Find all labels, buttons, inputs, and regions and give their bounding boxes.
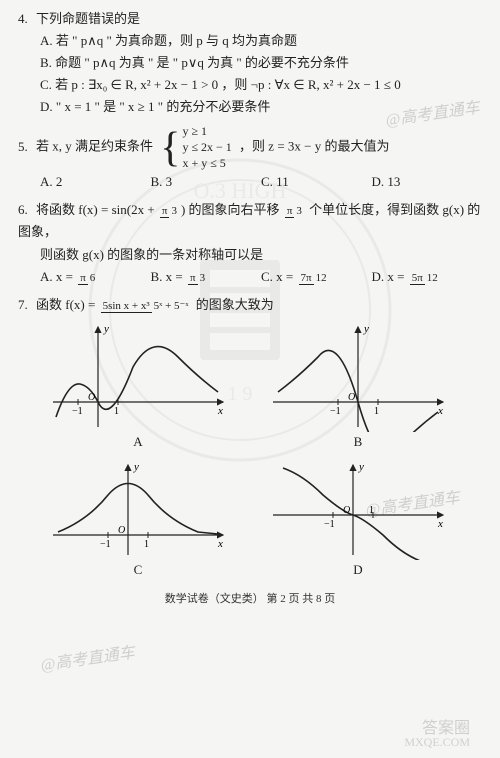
q5-system: { y ≥ 1 y ≤ 2x − 1 x + y ≤ 5: [160, 124, 232, 171]
q6-opt-a: A. x = π6: [40, 266, 151, 288]
svg-text:1: 1: [144, 539, 149, 550]
q5-sys-3: x + y ≤ 5: [182, 156, 231, 172]
svg-text:y: y: [133, 461, 139, 473]
q6-opt-b: B. x = π3: [151, 266, 262, 288]
brace-icon: {: [160, 127, 180, 169]
page-footer: 数学试卷（文史类） 第 2 页 共 8 页: [18, 590, 482, 606]
svg-text:−1: −1: [100, 539, 111, 550]
question-5: 5.若 x, y 满足约束条件 { y ≥ 1 y ≤ 2x − 1 x + y…: [18, 124, 482, 193]
svg-text:1: 1: [374, 406, 379, 417]
q4-stem: 下列命题错误的是: [36, 11, 140, 26]
chart-d: y x O −1 1 D: [268, 460, 448, 578]
q4-opt-a: A. 若 " p∧q " 为真命题，则 p 与 q 均为真命题: [18, 30, 482, 52]
q5-sys-2: y ≤ 2x − 1: [182, 140, 231, 156]
question-4: 4.下列命题错误的是 A. 若 " p∧q " 为真命题，则 p 与 q 均为真…: [18, 8, 482, 118]
chart-d-label: D: [268, 562, 448, 578]
watermark: @高考直通车: [39, 639, 136, 676]
svg-text:O: O: [343, 505, 350, 516]
q5-stem-a: 若 x, y 满足约束条件: [36, 139, 153, 154]
chart-c: y x O −1 1 C: [48, 460, 228, 578]
q7-frac: 5sin x + x³5ˣ + 5⁻ˣ: [101, 300, 191, 312]
q5-opt-a: A. 2: [40, 171, 151, 193]
svg-text:y: y: [358, 461, 364, 473]
svg-text:−1: −1: [330, 406, 341, 417]
q6-opt-d: D. x = 5π12: [372, 266, 483, 288]
q5-stem-b: ，则 z = 3x − y 的最大值为: [239, 139, 389, 154]
chart-a: y x O −1 1 A: [48, 322, 228, 450]
chart-b-label: B: [268, 434, 448, 450]
q6-stem-b: ) 的图象向右平移: [181, 202, 283, 217]
svg-text:O: O: [118, 525, 125, 536]
svg-text:x: x: [217, 538, 223, 550]
svg-text:x: x: [437, 405, 443, 417]
svg-text:O: O: [88, 392, 95, 403]
q7-charts: y x O −1 1 A y x O −1 1 B y x O −1 1 C y…: [18, 322, 482, 578]
q4-opt-c: C. 若 p : ∃x₀ ∈ R, x² + 2x − 1 > 0 ，则 ¬p …: [18, 74, 482, 96]
q4-opt-d: D. " x = 1 " 是 " x ≥ 1 " 的充分不必要条件: [18, 96, 482, 118]
svg-text:1: 1: [114, 406, 119, 417]
q5-opt-b: B. 3: [151, 171, 262, 193]
question-6: 6.将函数 f(x) = sin(2x + π3) 的图象向右平移 π3 个单位…: [18, 199, 482, 287]
q6-stem2: 则函数 g(x) 的图象的一条对称轴可以是: [18, 244, 482, 266]
svg-text:x: x: [437, 518, 443, 530]
q4-opt-b: B. 命题 " p∧q 为真 " 是 " p∨q 为真 " 的必要不充分条件: [18, 52, 482, 74]
svg-text:−1: −1: [324, 519, 335, 530]
chart-a-label: A: [48, 434, 228, 450]
svg-text:y: y: [363, 323, 369, 335]
q6-frac2: π3: [285, 205, 304, 217]
brand-watermark: 答案圈: [422, 714, 470, 738]
q7-num: 7.: [18, 294, 36, 316]
svg-text:−1: −1: [72, 406, 83, 417]
q7-stem-b: 的图象大致为: [193, 297, 274, 312]
q5-num: 5.: [18, 136, 36, 158]
q6-opt-c: C. x = 7π12: [261, 266, 372, 288]
q6-num: 6.: [18, 199, 36, 221]
chart-c-label: C: [48, 562, 228, 578]
q6-frac1: π3: [160, 205, 179, 217]
q4-num: 4.: [18, 8, 36, 30]
q7-stem-a: 函数 f(x) =: [36, 297, 99, 312]
q5-opt-d: D. 13: [372, 171, 483, 193]
brand-watermark: MXQE.COM: [404, 735, 470, 750]
svg-text:O: O: [348, 392, 355, 403]
chart-b: y x O −1 1 B: [268, 322, 448, 450]
q5-sys-1: y ≥ 1: [182, 124, 231, 140]
q6-stem-a: 将函数 f(x) = sin(2x +: [36, 202, 158, 217]
svg-text:x: x: [217, 405, 223, 417]
question-7: 7.函数 f(x) = 5sin x + x³5ˣ + 5⁻ˣ 的图象大致为: [18, 294, 482, 316]
svg-text:y: y: [103, 323, 109, 335]
q5-opt-c: C. 11: [261, 171, 372, 193]
